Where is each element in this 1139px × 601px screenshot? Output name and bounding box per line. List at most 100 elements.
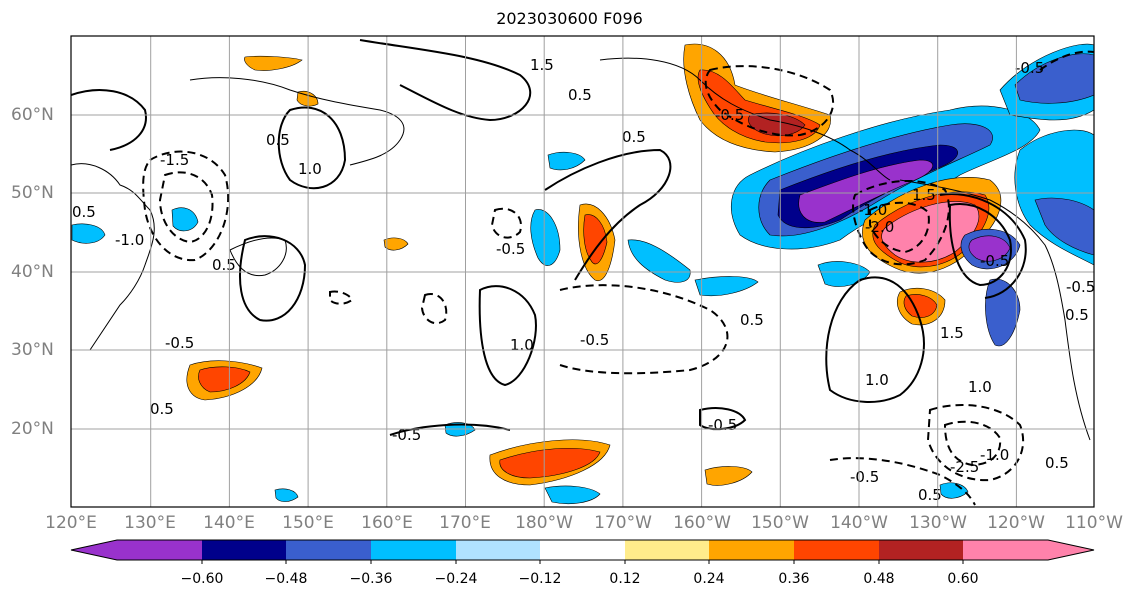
contour-neg-11 xyxy=(829,457,976,506)
field-orange-8 xyxy=(383,237,409,251)
field-red-5 xyxy=(198,366,251,393)
coast-japan xyxy=(229,237,287,277)
field-blue-6 xyxy=(1034,197,1094,256)
field-orange-7 xyxy=(296,90,319,107)
clabel: -0.5 xyxy=(496,240,525,258)
gridlines xyxy=(71,36,1094,507)
contour-neg-3 xyxy=(704,65,835,137)
lon-label: 150°E xyxy=(282,513,334,533)
colorbar-tick-label: −0.60 xyxy=(180,571,224,587)
field-purple-2 xyxy=(968,235,1011,262)
contour-neg-13 xyxy=(329,290,354,305)
clabel: 0.5 xyxy=(568,86,592,104)
field-blue-12 xyxy=(694,276,759,297)
field-blue-9 xyxy=(627,239,691,283)
lon-label: 160°W xyxy=(673,513,731,533)
lat-label: 30°N xyxy=(11,340,54,360)
field-blue-13 xyxy=(71,223,106,244)
clabel: 0.5 xyxy=(918,486,942,504)
lat-label: 20°N xyxy=(11,419,54,439)
contour-neg-10 xyxy=(943,420,1002,467)
clabel: 1.0 xyxy=(968,378,992,396)
clabel: 0.5 xyxy=(72,203,96,221)
contour-pos-10 xyxy=(699,407,747,431)
clabel: -0.5 xyxy=(1015,59,1044,77)
colorbar-tick-label: 0.12 xyxy=(609,571,641,587)
coast-asia xyxy=(71,163,155,351)
contour-pos-6 xyxy=(825,276,925,403)
lon-label: 150°W xyxy=(751,513,809,533)
lon-label: 170°W xyxy=(594,513,652,533)
lon-label: 170°E xyxy=(439,513,491,533)
clabel: 0.5 xyxy=(622,128,646,146)
map-frame xyxy=(70,35,1095,508)
colorbar-tick-label: −0.12 xyxy=(518,571,562,587)
contour-pos-5 xyxy=(359,39,532,122)
clabel: 0.5 xyxy=(740,311,764,329)
colorbar-tick-label: 0.24 xyxy=(693,571,725,587)
map-title: 2023030600 F096 xyxy=(496,9,643,28)
clabel: 1.0 xyxy=(865,371,889,389)
lon-label: 140°E xyxy=(203,513,255,533)
field-blue-18 xyxy=(939,482,969,499)
clabel: -0.5 xyxy=(580,331,609,349)
contour-neg-4 xyxy=(852,179,950,266)
clabel: -0.5 xyxy=(850,468,879,486)
lon-label: 140°W xyxy=(830,513,888,533)
shaded-fields xyxy=(71,43,1094,505)
contour-pos-8 xyxy=(939,193,1027,299)
coast-alaska xyxy=(599,57,891,181)
clabel: 1.5 xyxy=(912,186,936,204)
contours-negative xyxy=(142,50,1094,506)
contour-neg-1 xyxy=(142,150,230,262)
lat-label: 40°N xyxy=(11,262,54,282)
clabel: -0.5 xyxy=(980,252,1009,270)
lon-label: 120°W xyxy=(987,513,1045,533)
clabel: -0.5 xyxy=(708,416,737,434)
clabel: 0.5 xyxy=(150,400,174,418)
coast-kamchatka xyxy=(189,77,405,166)
field-blue-14 xyxy=(171,207,199,232)
field-blue-15 xyxy=(544,485,601,505)
contour-neg-12 xyxy=(1039,50,1094,71)
clabel: -1.5 xyxy=(160,151,189,169)
coastlines xyxy=(71,57,1091,441)
lon-label: 160°E xyxy=(361,513,413,533)
field-orange-6 xyxy=(244,55,303,71)
contour-pos-9 xyxy=(389,423,511,436)
clabel: -0.5 xyxy=(165,334,194,352)
contour-neg-9 xyxy=(926,404,1025,482)
colorbar-tick-label: −0.36 xyxy=(349,571,393,587)
colorbar-tick-label: 0.48 xyxy=(863,571,895,587)
contour-labels: 0.5 0.5 1.0 1.5 -1.5 -1.0 1.0 -0.5 0.5 0… xyxy=(72,56,1095,504)
lon-label: 130°W xyxy=(909,513,967,533)
field-blue-4 xyxy=(1014,53,1094,104)
contours-positive xyxy=(71,39,1027,436)
field-blue-7 xyxy=(985,278,1021,347)
field-blue-17 xyxy=(274,488,299,502)
clabel: -2.5 xyxy=(950,458,979,476)
lon-label: 130°E xyxy=(124,513,176,533)
field-red-6 xyxy=(499,447,601,479)
map-content: 0.5 0.5 1.0 1.5 -1.5 -1.0 1.0 -0.5 0.5 0… xyxy=(71,36,1095,507)
clabel: -0.5 xyxy=(1066,278,1095,296)
colorbar-tick-label: 0.60 xyxy=(947,571,979,587)
contour-pos-11 xyxy=(71,89,147,151)
clabel: 1.0 xyxy=(510,336,534,354)
colorbar-tick-label: −0.48 xyxy=(264,571,308,587)
contour-neg-5 xyxy=(869,201,930,254)
contour-neg-6 xyxy=(559,284,729,375)
clabel: -1.0 xyxy=(115,231,144,249)
lat-label: 50°N xyxy=(11,183,54,203)
clabel: 0.5 xyxy=(1065,306,1089,324)
field-orange-10 xyxy=(704,466,753,486)
lon-label: 120°E xyxy=(45,513,97,533)
field-purple xyxy=(798,159,933,223)
lon-label: 180°W xyxy=(515,513,573,533)
field-blue-8 xyxy=(530,209,561,266)
clabel: -2.0 xyxy=(865,218,894,236)
clabel: 1.5 xyxy=(530,56,554,74)
clabel: 0.5 xyxy=(212,256,236,274)
coast-america xyxy=(899,179,1091,441)
